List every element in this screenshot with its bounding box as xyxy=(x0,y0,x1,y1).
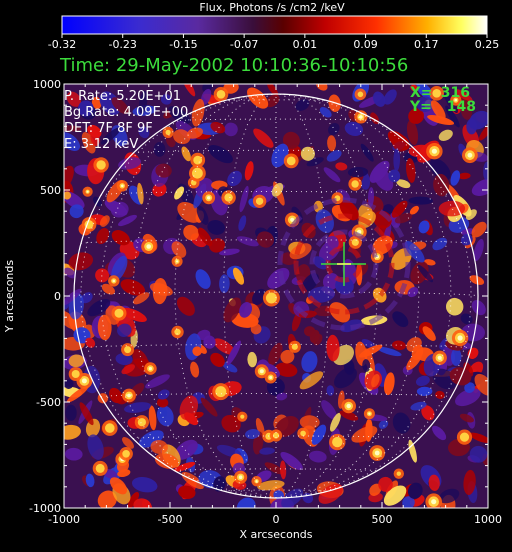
crosshair-marker xyxy=(321,242,366,286)
cursor-y-label: Y= xyxy=(409,99,432,115)
detector-text: DET: 7F 8F 9F xyxy=(64,121,153,136)
time-label: Time: 29-May-2002 10:10:36-10:10:56 xyxy=(59,55,408,76)
x-tick-label: -1000 xyxy=(48,513,80,526)
colorbar-tick-label: 0.09 xyxy=(353,38,378,51)
solar-limb xyxy=(73,93,479,499)
colorbar-tick-label: 0.01 xyxy=(293,38,318,51)
bg-rate-text: Bg.Rate: 4.09E+00 xyxy=(64,105,188,120)
cursor-y-value: 148 xyxy=(447,99,476,115)
energy-text: E: 3-12 keV xyxy=(64,137,138,152)
x-axis-label: X arcseconds xyxy=(239,528,312,541)
p-rate-text: P. Rate: 5.20E+01 xyxy=(64,89,181,104)
y-tick-label: 1000 xyxy=(33,78,61,91)
cursor-x-label: X= xyxy=(410,85,433,101)
colorbar-tick-label: -0.07 xyxy=(230,38,258,51)
colorbar-tick-label: 0.25 xyxy=(475,38,500,51)
y-tick-label: -1000 xyxy=(29,502,61,515)
heliographic-grid xyxy=(73,93,479,499)
x-tick-label: 1000 xyxy=(474,513,502,526)
colorbar-tick-label: 0.17 xyxy=(414,38,439,51)
x-axis-ticks: -1000 -500 0 500 1000 xyxy=(48,84,502,526)
colorbar-title: Flux, Photons /s /cm2 /keV xyxy=(199,1,345,14)
colorbar-ticks: -0.32 -0.23 -0.15 -0.07 0.01 0.09 0.17 0.25 xyxy=(48,34,499,51)
y-axis-ticks: 1000 500 0 -500 -1000 xyxy=(29,78,488,515)
colorbar-tick-label: -0.15 xyxy=(169,38,197,51)
colorbar-tick-label: -0.23 xyxy=(108,38,136,51)
x-tick-label: -500 xyxy=(158,513,183,526)
y-tick-label: 0 xyxy=(54,290,61,303)
image-intensity-field xyxy=(64,84,488,508)
x-tick-label: 0 xyxy=(273,513,280,526)
colorbar-tick-label: -0.32 xyxy=(48,38,76,51)
y-axis-label: Y arcseconds xyxy=(3,260,16,334)
x-tick-label: 500 xyxy=(372,513,393,526)
cursor-x-value: 316 xyxy=(441,85,470,101)
colorbar xyxy=(61,15,488,35)
y-tick-label: 500 xyxy=(40,184,61,197)
y-tick-label: -500 xyxy=(36,396,61,409)
